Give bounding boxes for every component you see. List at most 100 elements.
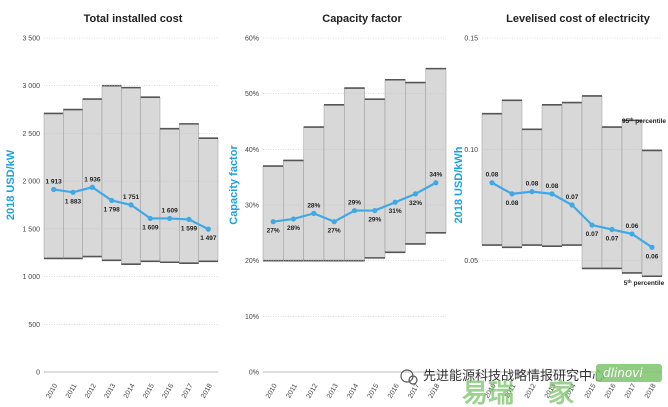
percentile-label-part: percentile	[633, 118, 666, 125]
range-band	[198, 137, 219, 262]
panel-installed-cost: Total installed cost 2018 USD/kW 0 500 1 000…	[5, 13, 219, 400]
range-band	[621, 120, 643, 274]
range-band	[323, 104, 345, 261]
data-point	[270, 219, 276, 225]
data-label: 0.08	[546, 183, 559, 190]
range-band	[179, 123, 199, 264]
range-band	[121, 87, 141, 265]
data-point	[128, 202, 134, 208]
data-point	[529, 189, 535, 195]
x-tick-label: 2017	[407, 383, 421, 400]
y-tick-label: 2 000	[22, 179, 40, 186]
data-point	[205, 226, 211, 232]
data-label: 29%	[348, 200, 361, 207]
range-band	[601, 126, 623, 269]
range-band	[425, 68, 447, 234]
data-point	[589, 222, 595, 228]
data-point	[186, 216, 192, 223]
watermark-brand-en: dlinovi	[603, 366, 643, 380]
percentile-95-label: 95th percentile	[622, 117, 666, 126]
data-label: 1 609	[142, 224, 159, 231]
data-point	[433, 180, 439, 186]
data-point	[51, 186, 57, 193]
x-tick-label: 2015	[367, 383, 381, 400]
y-tick-label: 500	[28, 322, 40, 329]
panel-capacity-factor: Capacity factor Capacity factor 0% 10% 20% 30…	[228, 13, 447, 400]
y-tick-label: 60%	[245, 36, 259, 43]
x-tick-label: 2013	[326, 383, 340, 400]
data-point	[89, 184, 95, 190]
data-point	[392, 199, 398, 205]
range-band	[501, 100, 523, 248]
range-band	[581, 95, 603, 269]
data-label: 0.08	[526, 181, 539, 188]
percentile-label-part: 5	[624, 280, 628, 287]
data-label: 1 936	[84, 176, 101, 183]
x-tick-label: 2014	[346, 383, 360, 400]
range-band	[364, 98, 386, 259]
x-tick-label: 2012	[306, 383, 320, 400]
wechat-icon-inner	[408, 375, 418, 385]
data-point	[331, 219, 337, 225]
data-point	[609, 226, 615, 233]
x-tick-label: 2017	[624, 383, 638, 400]
x-tick-label: 2013	[103, 383, 117, 400]
data-point	[70, 189, 76, 195]
data-label: 1 497	[200, 235, 217, 242]
x-tick-label: 2016	[161, 383, 175, 400]
y-tick-label: 3 500	[22, 36, 40, 43]
data-label: 0.06	[626, 223, 639, 230]
data-label: 1 883	[65, 198, 82, 205]
y-tick-label: 0.05	[464, 258, 478, 265]
data-point	[109, 197, 115, 204]
x-tick-label: 2011	[65, 383, 79, 400]
data-point	[290, 216, 297, 222]
y-tick-label: 0.15	[464, 36, 478, 43]
x-tick-label: 2010	[45, 383, 59, 400]
y-tick-label: 0%	[249, 370, 259, 377]
data-label: 1 609	[162, 207, 179, 214]
data-label: 27%	[328, 228, 341, 235]
y-tick-label: 20%	[245, 258, 259, 265]
data-label: 0.07	[606, 235, 619, 242]
data-label: 0.08	[486, 172, 499, 179]
data-label: 0.08	[506, 200, 519, 207]
x-tick-label: 2014	[123, 383, 137, 400]
percentile-label-part: 95	[622, 118, 630, 125]
y-tick-label: 50%	[245, 91, 259, 98]
y-axis-label: 2018 USD/kWh	[453, 146, 465, 223]
watermark-account: 先进能源科技战略情报研究中心	[423, 368, 605, 384]
range-band	[43, 113, 64, 259]
data-label: 28%	[307, 202, 320, 209]
x-tick-label: 2016	[604, 383, 618, 400]
data-label: 1 599	[181, 225, 198, 232]
data-point	[351, 207, 358, 214]
data-point	[372, 207, 378, 214]
percentile-5-label: 5th percentile	[624, 278, 665, 287]
data-label: 1 798	[104, 206, 121, 213]
y-axis-label: 2018 USD/kW	[5, 149, 17, 220]
x-tick-label: 2018	[428, 383, 442, 400]
y-tick-label: 1 000	[22, 274, 40, 281]
range-band	[541, 104, 563, 247]
data-label: 1 913	[46, 178, 63, 185]
data-label: 0.07	[566, 194, 579, 201]
data-label: 31%	[389, 208, 402, 215]
data-label: 29%	[368, 217, 381, 224]
panel-lcoe: Levelised cost of electricity 2018 USD/kW…	[453, 13, 666, 400]
x-tick-label: 2012	[524, 383, 538, 400]
range-band	[561, 102, 583, 246]
range-band	[283, 160, 304, 261]
range-band	[101, 85, 122, 261]
chart-title: Total installed cost	[84, 13, 183, 25]
data-label: 27%	[267, 228, 280, 235]
data-label: 0.06	[646, 253, 659, 260]
data-label: 0.07	[586, 231, 599, 238]
y-tick-label: 30%	[245, 203, 259, 210]
x-tick-label: 2010	[265, 383, 279, 400]
data-point	[649, 244, 655, 250]
range-band	[303, 126, 325, 261]
y-tick-label: 0.10	[464, 147, 478, 154]
data-label: 34%	[429, 172, 442, 179]
